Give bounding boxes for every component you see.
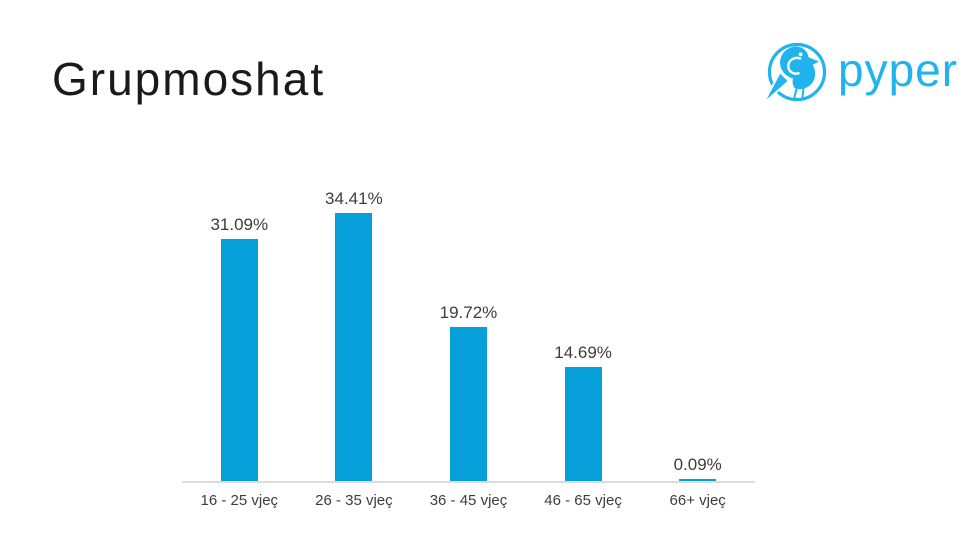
bar-value-label: 31.09% <box>210 215 269 234</box>
pyper-bird-logo-icon <box>762 42 827 105</box>
bar-column: 19.72% <box>411 303 526 481</box>
category-label: 16 - 25 vjeç <box>200 492 279 509</box>
bar-value-label: 34.41% <box>325 189 383 208</box>
bar <box>335 213 373 481</box>
bar-chart: 31.09% 34.41% 19.72% 14.69% 0.09% 16 - 25 vj… <box>182 188 755 509</box>
bar <box>679 479 717 481</box>
bar-column: 31.09% <box>182 215 297 481</box>
page-title: Grupmoshat <box>52 53 326 105</box>
bar <box>564 367 602 481</box>
bar <box>449 327 487 481</box>
bar-value-label: 19.72% <box>439 303 498 322</box>
plot-area: 31.09% 34.41% 19.72% 14.69% 0.09% <box>182 188 755 483</box>
bar-column: 34.41% <box>297 189 412 481</box>
bar-column: 0.09% <box>640 455 755 481</box>
category-label: 66+ vjeç <box>669 492 726 509</box>
bar-column: 14.69% <box>526 343 641 481</box>
bar-value-label: 0.09% <box>673 455 722 474</box>
logo-wordmark: pyper <box>838 44 958 96</box>
bar <box>220 239 258 481</box>
pyper-logo: pyper <box>762 42 958 105</box>
category-label: 46 - 65 vjeç <box>544 492 622 509</box>
category-label: 36 - 45 vjeç <box>429 492 508 509</box>
category-row: 16 - 25 vjeç 26 - 35 vjeç 36 - 45 vjeç 46 -… <box>182 483 755 509</box>
bar-value-label: 14.69% <box>554 343 612 362</box>
category-label: 26 - 35 vjeç <box>315 492 393 509</box>
